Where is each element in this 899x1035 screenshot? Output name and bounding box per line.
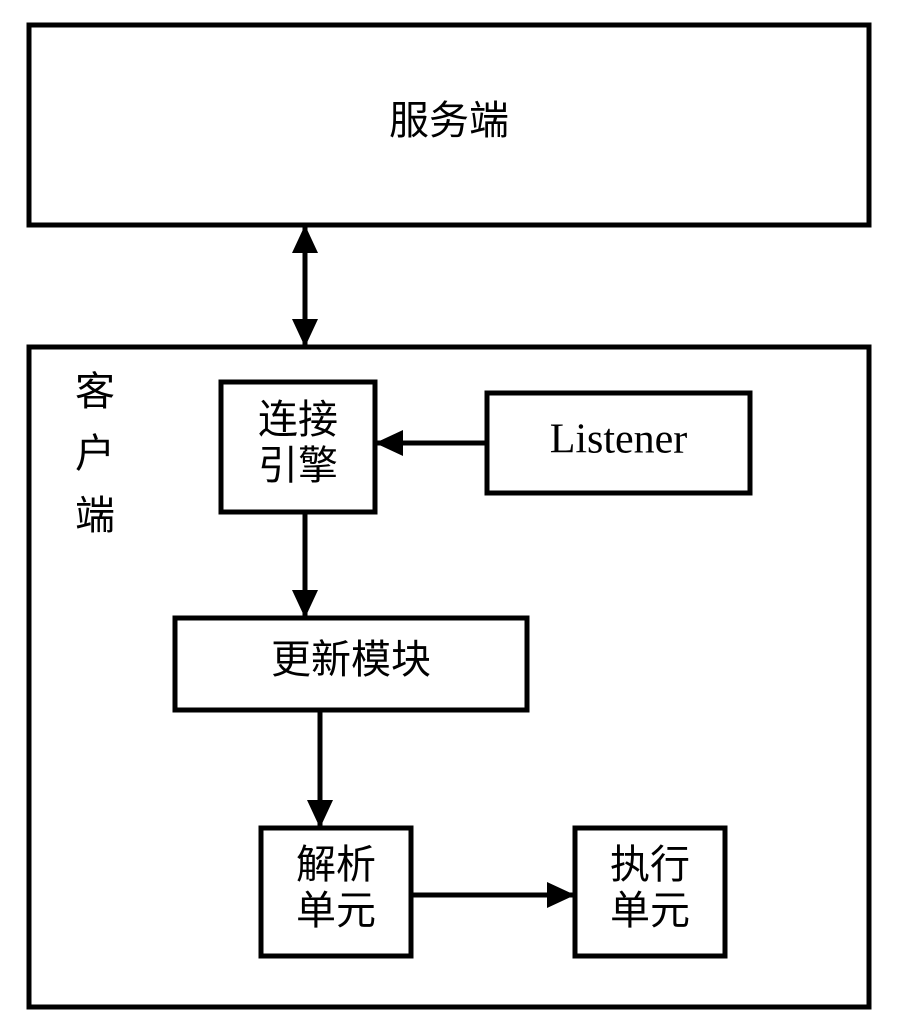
client-side-label-char: 户 xyxy=(75,431,115,476)
client-side-label-char: 客 xyxy=(75,369,115,414)
client-side-label-char: 端 xyxy=(75,493,115,538)
node-update_module: 更新模块 xyxy=(175,618,527,710)
node-label-listener: Listener xyxy=(550,417,688,463)
node-label-conn_engine: 连接 xyxy=(258,397,338,442)
arrowhead xyxy=(292,225,318,253)
client-side-label: 客户端 xyxy=(75,369,115,538)
diagram-canvas: 服务端连接引擎Listener更新模块解析单元执行单元客户端 xyxy=(0,0,899,1035)
node-exec_unit: 执行单元 xyxy=(575,828,725,956)
arrowhead xyxy=(292,319,318,347)
node-listener: Listener xyxy=(487,393,750,493)
node-conn_engine: 连接引擎 xyxy=(221,382,375,512)
node-label-exec_unit: 执行 xyxy=(610,842,690,887)
node-label-server: 服务端 xyxy=(389,98,509,143)
node-parse_unit: 解析单元 xyxy=(261,828,411,956)
node-label-conn_engine: 引擎 xyxy=(258,443,338,488)
node-label-exec_unit: 单元 xyxy=(610,888,690,933)
node-server: 服务端 xyxy=(29,25,869,225)
node-label-update_module: 更新模块 xyxy=(271,637,431,682)
node-label-parse_unit: 解析 xyxy=(296,842,376,887)
node-label-parse_unit: 单元 xyxy=(296,888,376,933)
